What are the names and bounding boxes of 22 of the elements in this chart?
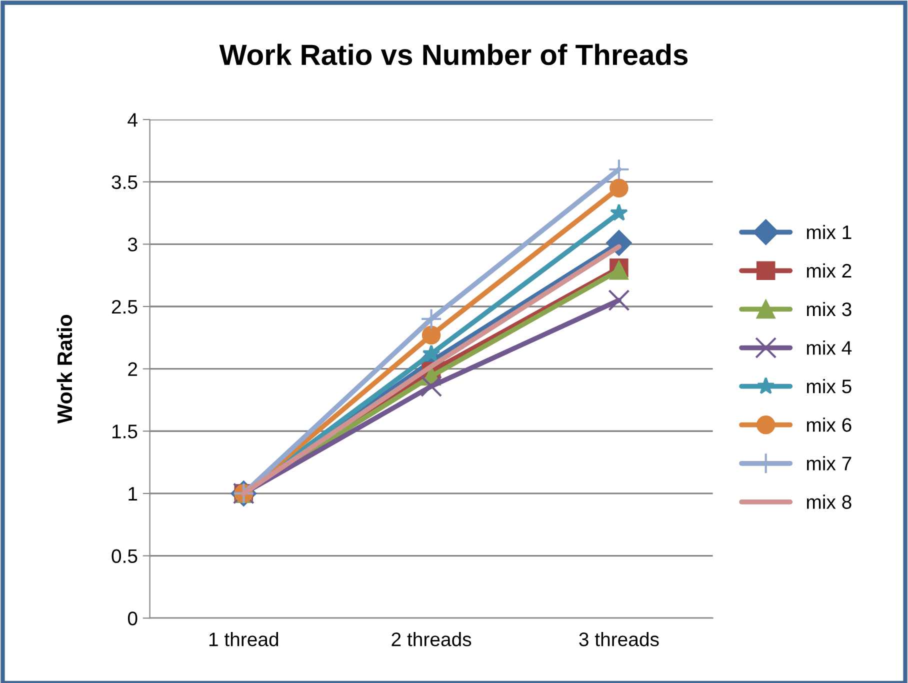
x-tick-label: 1 thread <box>209 632 278 646</box>
x-tick-label: 3 threads <box>579 632 659 646</box>
y-tick-label: 0 <box>128 612 138 626</box>
legend-label: mix 1 <box>806 224 852 239</box>
x-tick-label: 2 threads <box>392 632 472 646</box>
y-tick-label: 3.5 <box>112 175 138 190</box>
y-axis-title: Work Ratio <box>56 314 72 424</box>
legend-label: mix 2 <box>806 263 852 278</box>
y-tick-label: 2 <box>128 362 138 376</box>
y-tick-label: 2.5 <box>112 300 138 314</box>
y-tick-label: 0.5 <box>112 549 138 564</box>
y-tick-label: 4 <box>128 113 138 127</box>
chart-title: Work Ratio vs Number of Threads <box>219 44 688 66</box>
legend-label: mix 8 <box>806 494 852 509</box>
y-tick-label: 3 <box>128 238 138 252</box>
legend-label: mix 7 <box>806 456 852 470</box>
legend-label: mix 6 <box>806 418 852 432</box>
y-tick-label: 1.5 <box>112 424 138 438</box>
legend-label: mix 5 <box>806 379 852 394</box>
legend-label: mix 4 <box>806 340 852 355</box>
y-tick-label: 1 <box>128 487 138 501</box>
legend-label: mix 3 <box>806 302 852 316</box>
